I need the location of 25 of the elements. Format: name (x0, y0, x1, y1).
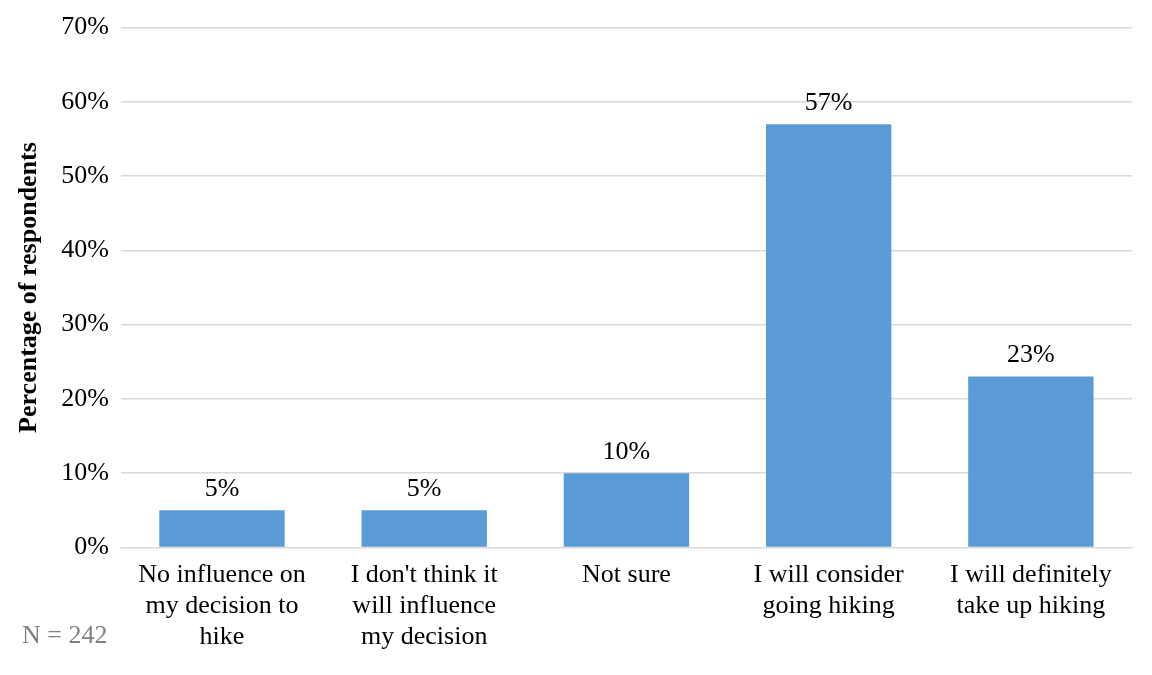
bar (563, 473, 690, 547)
y-tick-label: 50% (61, 159, 109, 189)
x-tick-label: No influence on my decision to hike (138, 558, 306, 651)
y-axis-title: Percentage of respondents (13, 142, 43, 433)
x-tick-label: I will definitely take up hiking (950, 558, 1112, 620)
data-label: 57% (804, 86, 853, 116)
y-tick-label: 30% (61, 308, 109, 338)
bar (765, 124, 892, 547)
text: N = 242 (22, 620, 108, 650)
data-label: 23% (1007, 339, 1055, 369)
y-tick-label: 0% (74, 531, 109, 561)
data-label: 10% (602, 435, 651, 465)
x-tick-label: I don't think it will influence my decision (350, 558, 499, 651)
y-tick-label: 20% (61, 382, 109, 412)
bar (361, 510, 487, 547)
y-tick-label: 10% (61, 456, 109, 486)
bar (159, 510, 285, 547)
x-tick-label: Not sure (582, 558, 671, 588)
data-label: 5% (406, 473, 442, 503)
bar (968, 376, 1094, 547)
y-tick-label: 70% (61, 11, 109, 41)
y-tick-label: 40% (61, 234, 109, 264)
y-tick-label: 60% (61, 85, 109, 115)
data-label: 5% (204, 473, 240, 503)
x-tick-label: I will consider going hiking (753, 558, 905, 620)
